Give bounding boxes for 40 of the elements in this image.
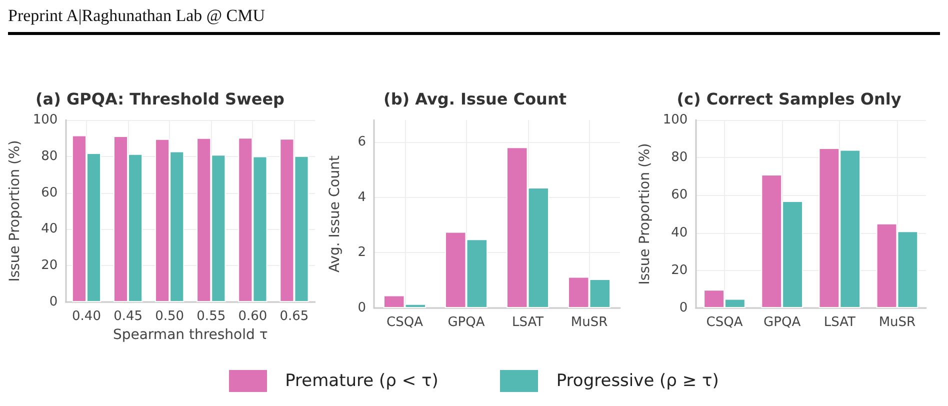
x-tick-label: 0.45 bbox=[114, 309, 143, 324]
x-tick-label: CSQA bbox=[706, 315, 743, 330]
chart-title: (b) Avg. Issue Count bbox=[384, 90, 567, 108]
y-tick-label: 100 bbox=[662, 112, 688, 128]
y-tick-label: 80 bbox=[41, 148, 58, 164]
y-tick-label: 40 bbox=[671, 225, 688, 240]
y-axis-title: Issue Proportion (%) bbox=[637, 143, 653, 285]
x-tick-label: GPQA bbox=[764, 315, 801, 330]
y-tick-label: 60 bbox=[41, 185, 58, 200]
x-tick-label: 0.40 bbox=[72, 309, 101, 324]
chart-title: (a) GPQA: Threshold Sweep bbox=[35, 90, 285, 108]
y-tick-label: 80 bbox=[671, 150, 688, 166]
x-tick-label: 0.55 bbox=[196, 309, 226, 324]
y-axis-title: Avg. Issue Count bbox=[327, 154, 343, 273]
x-tick-label: 0.50 bbox=[155, 309, 184, 324]
x-axis-title: Spearman threshold τ bbox=[112, 327, 268, 343]
x-tick-label: 0.65 bbox=[280, 309, 309, 324]
text: Preprint A|Raghunathan Lab @ CMU bbox=[8, 6, 266, 25]
y-tick-label: 60 bbox=[671, 188, 688, 203]
y-tick-label: 4 bbox=[358, 190, 366, 205]
y-tick-label: 20 bbox=[41, 258, 58, 274]
x-tick-label: MuSR bbox=[570, 315, 608, 330]
y-tick-label: 0 bbox=[358, 300, 366, 316]
y-tick-label: 0 bbox=[679, 300, 688, 316]
y-tick-label: 0 bbox=[49, 294, 58, 310]
x-tick-label: 0.60 bbox=[238, 309, 268, 324]
y-tick-label: 2 bbox=[358, 245, 366, 260]
chart-title: (c) Correct Samples Only bbox=[676, 90, 902, 108]
x-tick-label: MuSR bbox=[878, 315, 916, 330]
legend-label: Progressive (ρ ≥ τ) bbox=[556, 371, 719, 391]
x-tick-label: LSAT bbox=[824, 315, 856, 330]
y-tick-label: 6 bbox=[358, 134, 366, 150]
y-tick-label: 20 bbox=[671, 262, 688, 278]
y-axis-title: Issue Proportion (%) bbox=[7, 140, 23, 282]
legend-label: Premature (ρ < τ) bbox=[285, 371, 438, 391]
y-tick-label: 100 bbox=[32, 112, 58, 128]
x-tick-label: LSAT bbox=[512, 315, 544, 330]
x-tick-label: CSQA bbox=[386, 315, 424, 330]
y-tick-label: 40 bbox=[41, 222, 58, 237]
x-tick-label: GPQA bbox=[448, 315, 485, 330]
